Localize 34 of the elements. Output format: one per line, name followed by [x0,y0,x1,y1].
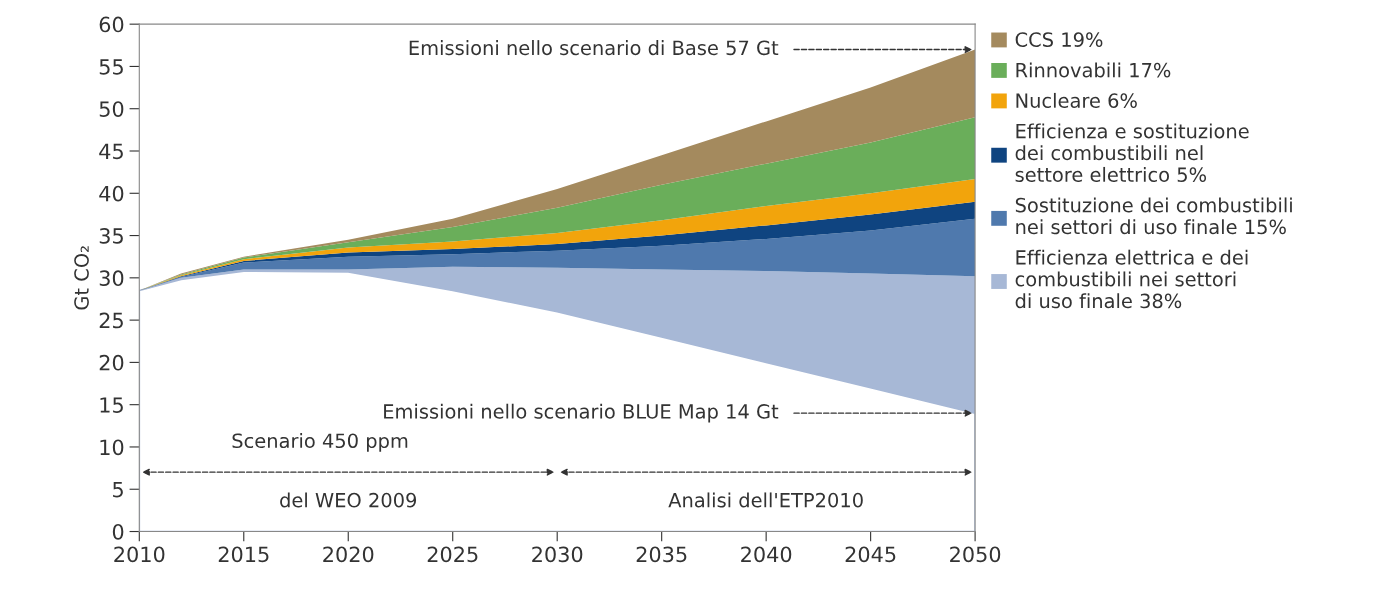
x-tick-label: 2025 [427,546,478,563]
x-tick-label: 2015 [218,546,269,563]
y-tick-label: 60 [99,16,124,33]
y-tick-label: 5 [113,481,123,498]
x-tick-label: 2040 [741,546,792,563]
y-tick-label: 25 [99,312,123,329]
y-tick-label: 55 [99,59,123,75]
legend-label: Efficienza elettrica e dei combustibili nei settori di uso finale 38% [1015,249,1248,309]
legend-label: Nucleare 6% [1016,92,1137,108]
y-tick-label: 50 [99,101,124,117]
annotation: Emissioni nello scenario BLUE Map 14 Gt [384,403,779,423]
legend-label: CCS 19% [1015,32,1103,47]
y-tick-label: 40 [99,185,124,202]
legend-label: Rinnovabili 17% [1016,62,1171,78]
legend-label: Efficienza e sostituzione dei combustibili nel settore elettrico 5% [1015,123,1249,182]
annotation: del WEO 2009 [280,492,417,508]
x-tick-label: 2045 [845,546,896,563]
x-tick-label: 2050 [950,546,1001,563]
x-tick-label: 2035 [636,546,687,563]
y-tick-label: 30 [99,270,124,287]
y-tick-label: 10 [100,439,124,456]
legend-label: Sostituzione dei combustibili nei settori di uso finale 15% [1015,197,1292,235]
y-tick-label: 45 [99,143,123,160]
y-axis-title: Gt CO₂ [74,246,89,310]
x-tick-label: 2030 [532,546,583,563]
y-tick-label: 35 [99,228,123,244]
y-tick-label: 15 [100,397,123,413]
annotation: Scenario 450 ppm [232,433,408,452]
x-tick-label: 2010 [114,546,165,563]
x-tick-label: 2020 [323,546,374,563]
annotation: Emissioni nello scenario di Base 57 Gt [409,40,779,56]
y-tick-label: 20 [99,354,124,371]
annotation: Analisi dell'ETP2010 [668,492,863,508]
y-tick-label: 0 [112,523,124,540]
